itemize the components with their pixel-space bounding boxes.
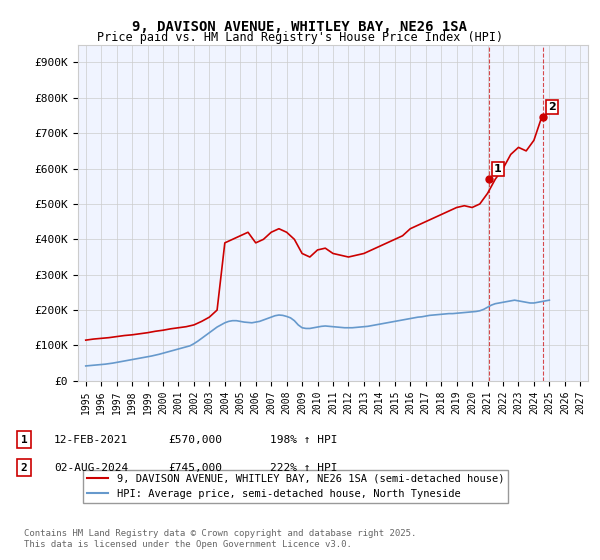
Text: 9, DAVISON AVENUE, WHITLEY BAY, NE26 1SA: 9, DAVISON AVENUE, WHITLEY BAY, NE26 1SA [133, 20, 467, 34]
Text: 1: 1 [494, 164, 502, 174]
Text: 2: 2 [20, 463, 28, 473]
Text: 12-FEB-2021: 12-FEB-2021 [54, 435, 128, 445]
Text: £570,000: £570,000 [168, 435, 222, 445]
Text: £745,000: £745,000 [168, 463, 222, 473]
Text: 1: 1 [20, 435, 28, 445]
Text: 222% ↑ HPI: 222% ↑ HPI [270, 463, 337, 473]
Text: 02-AUG-2024: 02-AUG-2024 [54, 463, 128, 473]
Text: Contains HM Land Registry data © Crown copyright and database right 2025.
This d: Contains HM Land Registry data © Crown c… [24, 529, 416, 549]
Text: 198% ↑ HPI: 198% ↑ HPI [270, 435, 337, 445]
Text: Price paid vs. HM Land Registry's House Price Index (HPI): Price paid vs. HM Land Registry's House … [97, 31, 503, 44]
Legend: 9, DAVISON AVENUE, WHITLEY BAY, NE26 1SA (semi-detached house), HPI: Average pri: 9, DAVISON AVENUE, WHITLEY BAY, NE26 1SA… [83, 470, 508, 503]
Text: 2: 2 [548, 102, 556, 112]
